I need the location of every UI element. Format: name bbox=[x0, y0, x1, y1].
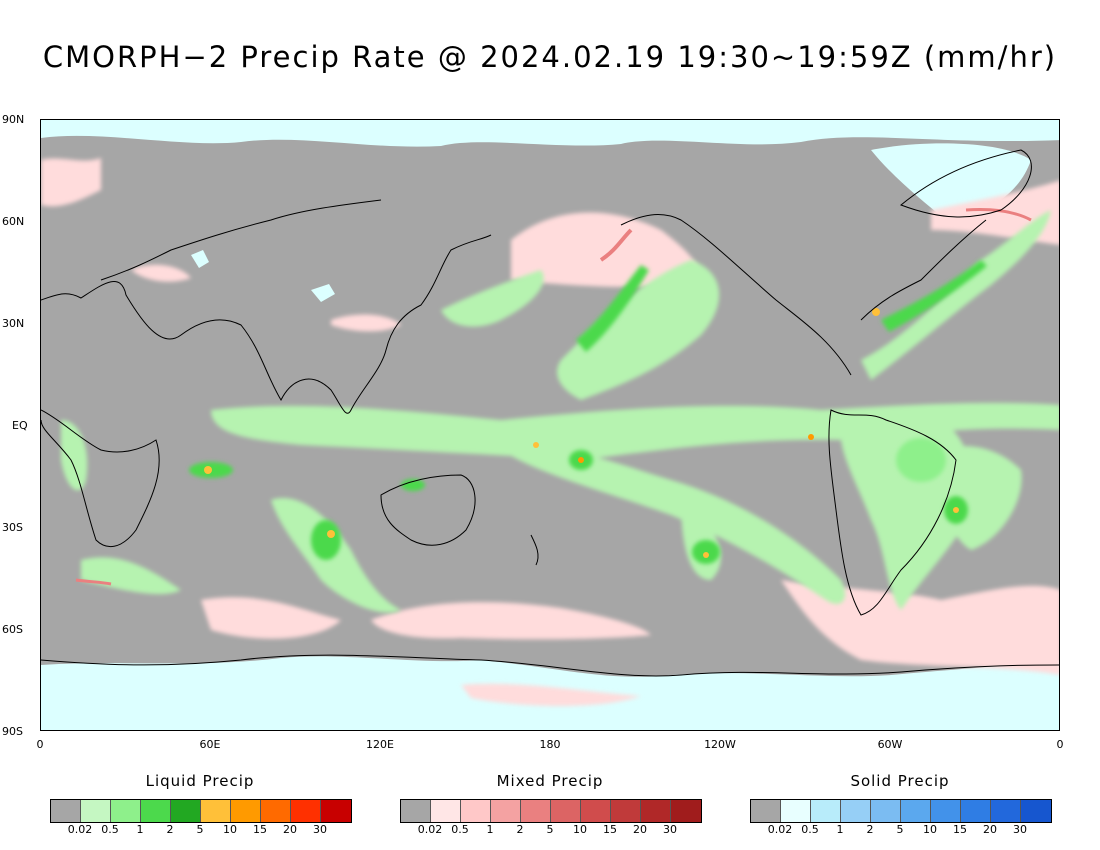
legend-tick-label: 30 bbox=[313, 823, 327, 836]
mixed-precip-areas bbox=[41, 158, 1059, 706]
legend-swatch bbox=[581, 800, 611, 822]
legend-tick-label: 10 bbox=[923, 823, 937, 836]
lat-label-60s: 60S bbox=[2, 623, 23, 636]
legend-swatch bbox=[931, 800, 961, 822]
liquid-legend-title: Liquid Precip bbox=[145, 772, 255, 790]
legend-swatch bbox=[491, 800, 521, 822]
lat-label-90s: 90S bbox=[2, 725, 23, 738]
lat-label-30n: 30N bbox=[2, 317, 25, 330]
mixed-precip-colorbar bbox=[400, 799, 702, 823]
legend-tick-label: 10 bbox=[223, 823, 237, 836]
lon-label-120w: 120W bbox=[704, 738, 736, 751]
legend-tick-label: 10 bbox=[573, 823, 587, 836]
legend-tick-label: 15 bbox=[603, 823, 617, 836]
legend-tick-label: 20 bbox=[633, 823, 647, 836]
lon-label-180: 180 bbox=[539, 738, 561, 751]
lon-label-0-east: 0 bbox=[1056, 738, 1064, 751]
legend-swatch bbox=[671, 800, 701, 822]
legend-swatch bbox=[841, 800, 871, 822]
legend-tick-label: 15 bbox=[953, 823, 967, 836]
lon-label-0: 0 bbox=[36, 738, 44, 751]
legend-swatch bbox=[321, 800, 351, 822]
legend-swatch bbox=[81, 800, 111, 822]
legend-tick-label: 1 bbox=[136, 823, 144, 836]
legend-swatch bbox=[751, 800, 781, 822]
legend-tick-label: 0.02 bbox=[67, 823, 93, 836]
solid-legend-title: Solid Precip bbox=[850, 772, 950, 790]
liquid-precip-areas bbox=[61, 210, 1059, 613]
liquid-precip-colorbar bbox=[50, 799, 352, 823]
legend-swatch bbox=[291, 800, 321, 822]
lon-label-60w: 60W bbox=[877, 738, 903, 751]
legend-tick-label: 15 bbox=[253, 823, 267, 836]
solid-precip-colorbar bbox=[750, 799, 1052, 823]
legend-swatch bbox=[1021, 800, 1051, 822]
legend-swatch bbox=[111, 800, 141, 822]
mixed-legend-title: Mixed Precip bbox=[496, 772, 604, 790]
legend-swatch bbox=[901, 800, 931, 822]
legend-tick-label: 0.02 bbox=[417, 823, 443, 836]
legend-swatch bbox=[261, 800, 291, 822]
legend-swatch bbox=[171, 800, 201, 822]
legend-swatch bbox=[461, 800, 491, 822]
lat-label-60n: 60N bbox=[2, 215, 25, 228]
legend-tick-label: 1 bbox=[486, 823, 494, 836]
legend-tick-label: 30 bbox=[1013, 823, 1027, 836]
legend-tick-label: 5 bbox=[896, 823, 904, 836]
legend-swatch bbox=[201, 800, 231, 822]
legend-tick-label: 0.5 bbox=[451, 823, 469, 836]
legend-tick-label: 5 bbox=[546, 823, 554, 836]
legend-swatch bbox=[551, 800, 581, 822]
lon-label-60e: 60E bbox=[199, 738, 221, 751]
legend-swatch bbox=[811, 800, 841, 822]
coastlines bbox=[41, 149, 1059, 677]
legend-tick-label: 2 bbox=[166, 823, 174, 836]
legend-swatch bbox=[641, 800, 671, 822]
legend-swatch bbox=[431, 800, 461, 822]
legend-tick-label: 5 bbox=[196, 823, 204, 836]
legend-swatch bbox=[51, 800, 81, 822]
map-title: CMORPH−2 Precip Rate @ 2024.02.19 19:30~… bbox=[42, 40, 1058, 74]
legend-swatch bbox=[871, 800, 901, 822]
legend-tick-label: 1 bbox=[836, 823, 844, 836]
lon-label-120e: 120E bbox=[366, 738, 394, 751]
lat-label-eq: EQ bbox=[12, 419, 28, 432]
legend-tick-label: 20 bbox=[983, 823, 997, 836]
legend-tick-label: 0.5 bbox=[101, 823, 119, 836]
legend-tick-label: 2 bbox=[866, 823, 874, 836]
legend-tick-label: 30 bbox=[663, 823, 677, 836]
legend-tick-label: 20 bbox=[283, 823, 297, 836]
legend-swatch bbox=[611, 800, 641, 822]
legend-tick-label: 2 bbox=[516, 823, 524, 836]
lat-label-30s: 30S bbox=[2, 521, 23, 534]
lat-label-90n: 90N bbox=[2, 113, 25, 126]
legend-swatch bbox=[141, 800, 171, 822]
intense-precip-cells bbox=[75, 208, 1032, 586]
precip-map bbox=[40, 119, 1060, 731]
legend-tick-label: 0.5 bbox=[801, 823, 819, 836]
legend-swatch bbox=[521, 800, 551, 822]
legend-swatch bbox=[991, 800, 1021, 822]
legend-swatch bbox=[231, 800, 261, 822]
legend-swatch bbox=[781, 800, 811, 822]
legend-tick-label: 0.02 bbox=[767, 823, 793, 836]
legend-swatch bbox=[961, 800, 991, 822]
legend-swatch bbox=[401, 800, 431, 822]
